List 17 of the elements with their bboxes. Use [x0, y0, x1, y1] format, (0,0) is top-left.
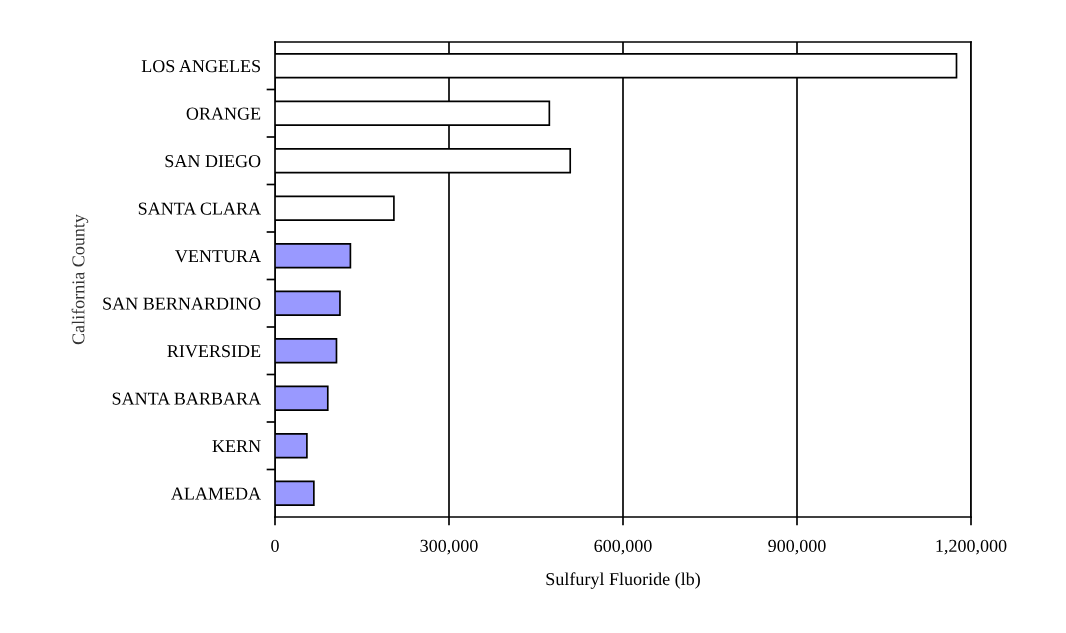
y-tick-label: SANTA CLARA — [138, 202, 261, 215]
y-tick-label: ALAMEDA — [171, 487, 261, 500]
x-tick-label: 900,000 — [768, 539, 826, 555]
x-tick-label: 300,000 — [420, 539, 478, 555]
x-tick-label: 600,000 — [594, 539, 652, 555]
y-axis-title: California County — [71, 214, 89, 345]
x-tick-label: 1,200,000 — [936, 539, 1007, 555]
y-tick-label: ORANGE — [186, 107, 261, 120]
x-axis-title: Sulfuryl Fluoride (lb) — [546, 572, 700, 589]
y-tick-label: SANTA BARBARA — [112, 392, 261, 405]
y-tick-label: SAN DIEGO — [165, 155, 261, 168]
y-tick-label: RIVERSIDE — [167, 345, 261, 358]
y-tick-label: KERN — [212, 440, 261, 453]
y-tick-label: VENTURA — [175, 250, 261, 263]
y-tick-label: LOS ANGELES — [141, 60, 260, 73]
y-tick-label: SAN BERNARDINO — [103, 297, 261, 310]
x-tick-label: 0 — [271, 539, 279, 552]
